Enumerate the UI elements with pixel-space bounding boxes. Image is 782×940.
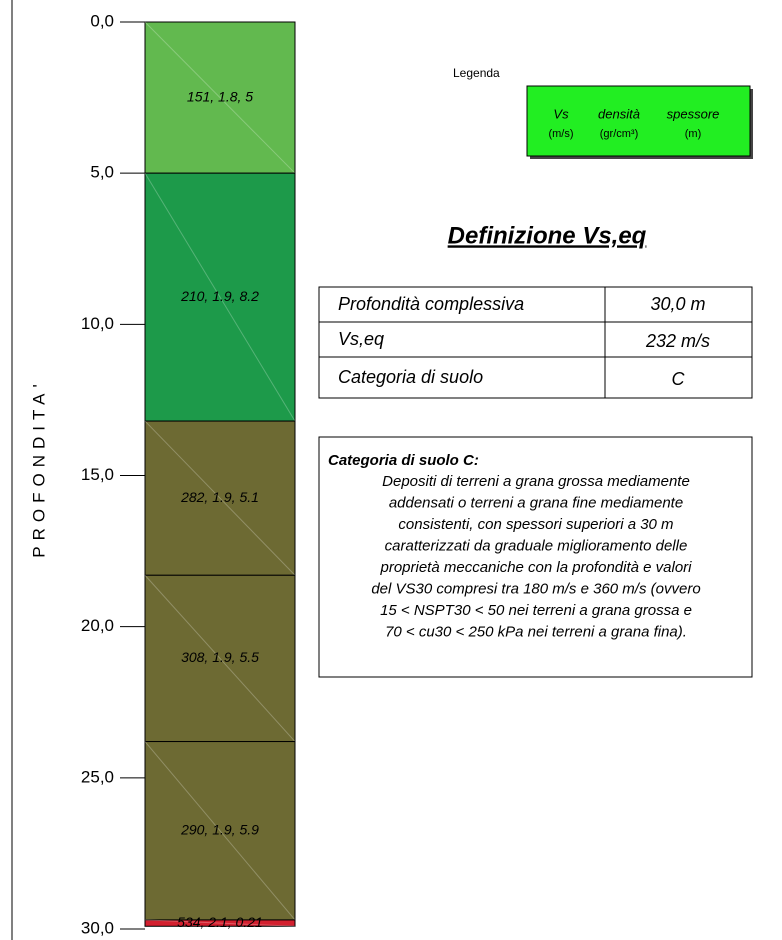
- y-tick-label: 0,0: [90, 11, 114, 30]
- description-line: 70 < cu30 < 250 kPa nei terreni a grana …: [385, 623, 687, 640]
- summary-table: Profondità complessiva 30,0 m Vs,eq 232 …: [318, 286, 753, 399]
- layer-hatch: [144, 574, 296, 742]
- layer-label: 282, 1.9, 5.1: [180, 489, 259, 505]
- y-tick-label: 15,0: [81, 465, 114, 484]
- legend-unit: (m/s): [548, 128, 573, 140]
- description-line: del VS30 compresi tra 180 m/s e 360 m/s …: [371, 580, 700, 597]
- layer: [144, 21, 296, 174]
- description-title: Categoria di suolo C:: [328, 452, 479, 469]
- layer-hatch: [144, 420, 296, 576]
- table-cell: Profondità complessiva: [338, 294, 524, 314]
- legend-col: densità: [598, 106, 640, 121]
- y-tick-label: 20,0: [81, 616, 114, 635]
- layer: [144, 420, 296, 576]
- description-line: caratterizzati da graduale miglioramento…: [385, 537, 688, 554]
- table-cell: C: [672, 369, 686, 389]
- description-line: proprietà meccaniche con la profondità e…: [379, 559, 692, 576]
- y-axis-label: PROFONDITA': [29, 378, 48, 557]
- legend-col: spessore: [667, 106, 720, 121]
- layer-label: 534, 2.1, 0.21: [177, 914, 263, 930]
- table-cell: 30,0 m: [650, 294, 705, 314]
- description-box: [318, 436, 753, 678]
- table-border: [318, 286, 753, 399]
- layer-label: 308, 1.9, 5.5: [181, 649, 259, 665]
- y-tick-label: 30,0: [81, 918, 114, 937]
- layer: [144, 741, 296, 921]
- layer-hatch: [144, 919, 296, 927]
- description-line: consistenti, con spessori superiori a 30…: [398, 516, 673, 533]
- layer-label: 290, 1.9, 5.9: [180, 821, 259, 837]
- layer-label: 151, 1.8, 5: [187, 88, 253, 104]
- legend-unit: (gr/cm³): [600, 128, 639, 140]
- y-tick-label: 10,0: [81, 314, 114, 333]
- legend-box: [526, 85, 751, 157]
- layer-hatch: [144, 741, 296, 921]
- summary-title: Definizione Vs,eq: [448, 222, 647, 249]
- legend-title: Legenda: [453, 66, 500, 80]
- layer-hatch: [144, 21, 296, 174]
- table-cell: 232 m/s: [645, 331, 710, 351]
- legend-unit: (m): [685, 128, 702, 140]
- legend-col: Vs: [553, 106, 569, 121]
- description-line: Depositi di terreni a grana grossa media…: [382, 473, 690, 490]
- description-line: 15 < NSPT30 < 50 nei terreni a grana gro…: [380, 602, 692, 619]
- layer-hatch: [144, 172, 296, 422]
- y-tick-label: 5,0: [90, 163, 114, 182]
- layer: [144, 919, 296, 927]
- y-tick-label: 25,0: [81, 767, 114, 786]
- table-cell: Vs,eq: [338, 329, 384, 349]
- description-line: addensati o terreni a grana fine mediame…: [389, 494, 683, 511]
- layer-label: 210, 1.9, 8.2: [180, 288, 259, 304]
- description-text: Depositi di terreni a grana grossa media…: [371, 473, 700, 641]
- table-cell: Categoria di suolo: [338, 367, 483, 387]
- layer: [144, 574, 296, 743]
